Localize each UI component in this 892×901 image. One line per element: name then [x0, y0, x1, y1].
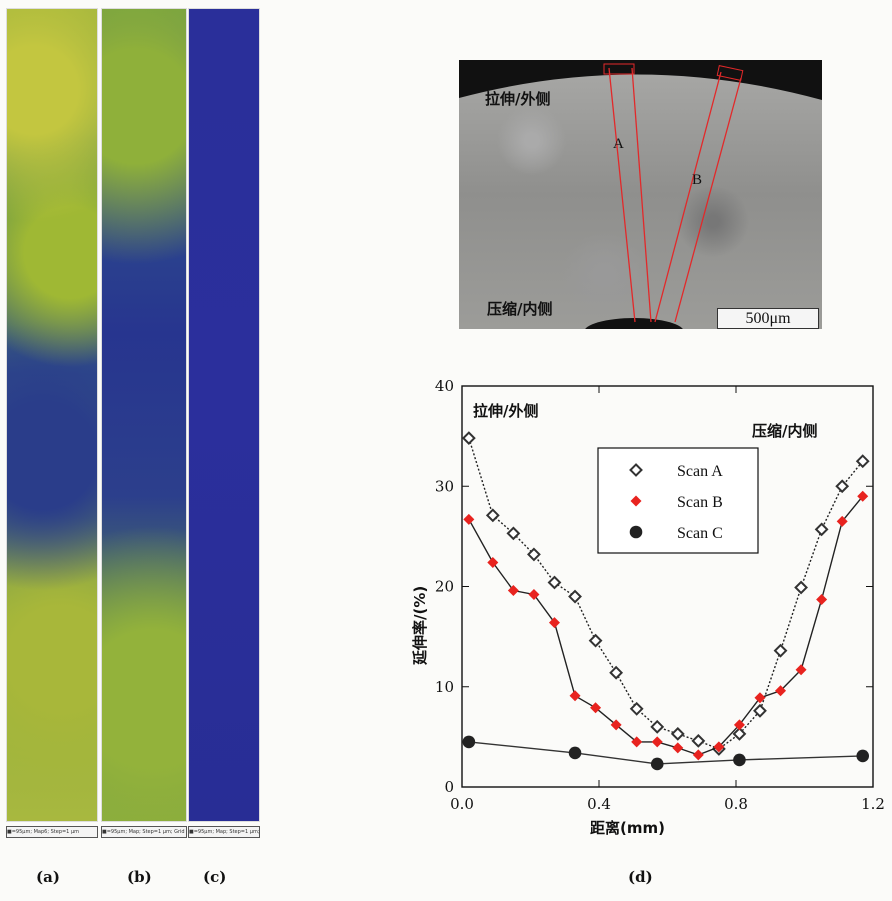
ebsd-strip-b — [101, 8, 187, 822]
x-tick-label: 0.8 — [724, 795, 748, 813]
panel-label-b: (b) — [127, 868, 152, 886]
data-point-scan-a — [485, 508, 500, 523]
series-line — [468, 495, 864, 756]
strip-c-scalebar: ■=95μm; Map; Step=1 μm; Grid — [188, 826, 260, 838]
x-tick-label: 0.0 — [450, 795, 474, 813]
chart-annotation-left: 拉伸/外侧 — [473, 402, 538, 420]
data-point-scan-b — [463, 513, 475, 525]
x-axis-label: 距离(mm) — [590, 819, 665, 837]
legend-entry: Scan B — [677, 494, 723, 511]
y-tick-label: 20 — [435, 578, 454, 596]
ebsd-strip-c — [188, 8, 260, 822]
data-point-scan-c — [856, 749, 870, 763]
plot-frame — [461, 385, 874, 788]
x-tick-label: 1.2 — [861, 795, 885, 813]
strip-a-scalebar: ■=95μm; Map6; Step=1 μm — [6, 826, 98, 838]
series-scan-c — [462, 735, 870, 771]
data-point-scan-b — [630, 495, 642, 507]
panel-label-a: (a) — [36, 868, 60, 886]
data-point-scan-b — [631, 736, 643, 748]
data-point-scan-c — [650, 757, 664, 771]
data-point-scan-b — [733, 719, 745, 731]
data-point-scan-c — [568, 746, 582, 760]
chart-annotation-right: 压缩/内侧 — [752, 422, 817, 440]
data-point-scan-b — [775, 685, 787, 697]
data-point-scan-a — [568, 589, 582, 604]
legend-entry: Scan C — [677, 525, 723, 542]
data-point-scan-a — [588, 633, 603, 648]
data-point-scan-b — [569, 690, 581, 702]
data-point-scan-a — [670, 726, 685, 741]
data-point-scan-b — [816, 594, 828, 606]
panel-label-c: (c) — [203, 868, 227, 886]
series-scan-a — [461, 431, 870, 756]
cross-section-micrograph — [459, 60, 822, 329]
data-point-scan-a — [650, 719, 665, 734]
data-point-scan-a — [814, 522, 829, 537]
data-point-scan-b — [651, 736, 663, 748]
data-point-scan-b — [507, 585, 519, 597]
data-point-scan-a — [732, 726, 747, 741]
axis-ticks: 0.0 0.4 0.8 1.2 0 10 20 30 40 — [435, 377, 885, 813]
data-point-scan-a — [527, 547, 541, 562]
data-point-scan-b — [672, 742, 684, 754]
data-point-scan-b — [487, 556, 499, 568]
data-point-scan-a — [506, 526, 521, 541]
data-point-scan-b — [836, 515, 848, 527]
data-point-scan-a — [753, 703, 767, 718]
legend: Scan A Scan B Scan C — [597, 447, 759, 554]
data-point-scan-a — [547, 575, 562, 590]
scan-b-marker: B — [692, 172, 703, 188]
data-point-scan-b — [795, 664, 807, 676]
data-point-scan-c — [462, 735, 476, 749]
micrograph-scale-bar: 500μm — [717, 308, 819, 329]
data-point-scan-a — [629, 463, 643, 477]
ebsd-strip-a — [6, 8, 98, 822]
panel-label-d: (d) — [628, 868, 653, 886]
strip-b-scalebar: ■=95μm; Map; Step=1 μm; Grid — [101, 826, 187, 838]
data-point-scan-c — [733, 753, 746, 767]
y-tick-label: 0 — [444, 778, 454, 796]
data-point-scan-b — [590, 702, 602, 714]
data-point-scan-c — [629, 525, 643, 539]
data-point-scan-b — [548, 617, 560, 629]
data-point-scan-a — [691, 733, 706, 748]
series-layer — [461, 431, 870, 771]
data-point-scan-a — [835, 479, 850, 494]
micrograph-top-label: 拉伸/外侧 — [485, 90, 551, 108]
y-tick-label: 10 — [435, 678, 454, 696]
data-point-scan-b — [610, 719, 622, 731]
x-tick-label: 0.4 — [587, 795, 611, 813]
data-point-scan-a — [773, 643, 788, 658]
data-point-scan-a — [609, 665, 624, 680]
series-line — [468, 741, 863, 765]
data-point-scan-a — [629, 701, 644, 716]
series-line — [468, 437, 864, 750]
data-point-scan-b — [754, 692, 766, 704]
data-point-scan-b — [528, 589, 540, 601]
scan-a-marker: A — [613, 136, 624, 152]
y-tick-label: 40 — [435, 377, 454, 395]
data-point-scan-a — [461, 431, 476, 446]
data-point-scan-b — [857, 490, 869, 502]
data-point-scan-a — [855, 454, 870, 469]
micrograph-bottom-label: 压缩/内侧 — [487, 300, 553, 318]
series-scan-b — [463, 490, 869, 761]
data-point-scan-a — [794, 580, 808, 595]
y-axis-label: 延伸率/(%) — [411, 586, 429, 666]
data-point-scan-b — [713, 741, 725, 753]
y-tick-label: 30 — [435, 477, 454, 495]
legend-box — [597, 447, 759, 554]
legend-entry: Scan A — [677, 463, 723, 480]
data-point-scan-b — [692, 749, 704, 761]
